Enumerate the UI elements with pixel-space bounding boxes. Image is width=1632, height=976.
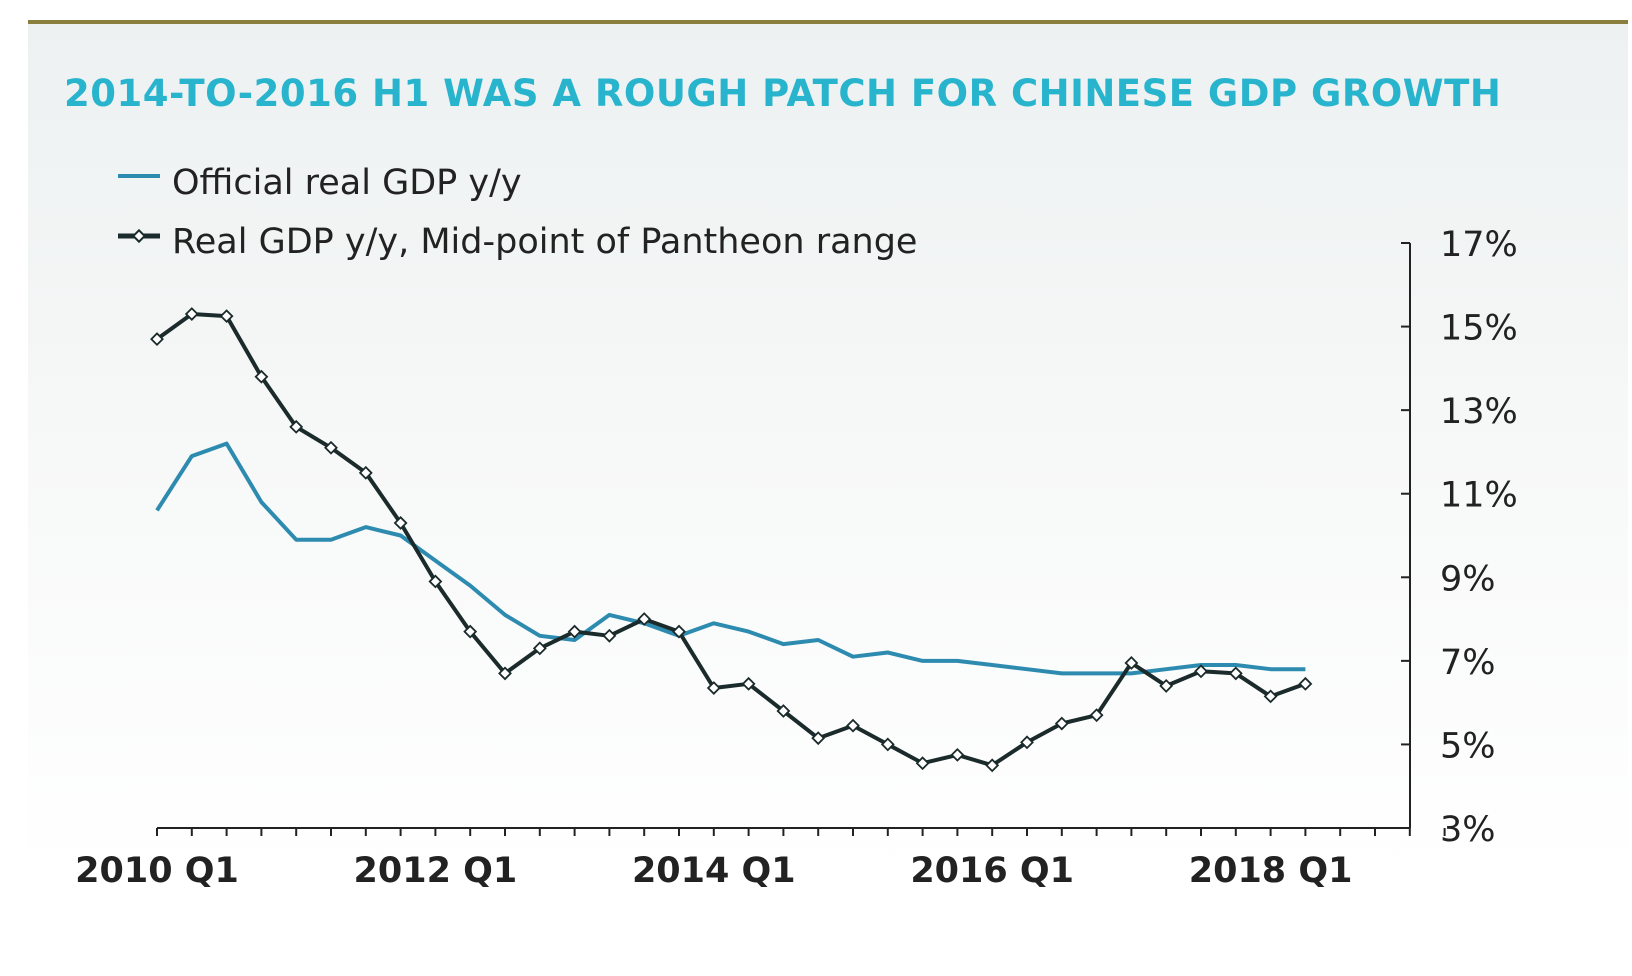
data-point-pantheon <box>254 369 269 384</box>
data-point-pantheon <box>741 676 756 691</box>
data-point-pantheon <box>637 612 652 627</box>
chart-panel <box>28 24 1628 874</box>
legend-label-pantheon: Real GDP y/y, Mid-point of Pantheon rang… <box>172 222 917 262</box>
y-tick-label: 15% <box>1440 309 1518 349</box>
y-tick-label: 5% <box>1440 726 1496 766</box>
data-point-pantheon <box>846 718 860 733</box>
data-point-pantheon <box>1124 656 1139 670</box>
data-point-pantheon <box>985 758 1000 773</box>
data-point-pantheon <box>150 332 164 347</box>
series-line-pantheon <box>155 312 1307 768</box>
chart-title: 2014-TO-2016 H1 WAS A ROUGH PATCH FOR CH… <box>64 72 1502 115</box>
data-point-pantheon <box>289 419 304 434</box>
legend: Official real GDP y/y Real GDP y/y, Mid-… <box>118 163 917 262</box>
y-tick-label: 7% <box>1440 643 1496 683</box>
x-tick-label: 2014 Q1 <box>632 851 796 891</box>
data-point-pantheon <box>915 756 930 771</box>
data-point-pantheon <box>219 309 234 324</box>
y-tick-label: 13% <box>1440 392 1518 432</box>
x-tick-label: 2018 Q1 <box>1189 851 1353 891</box>
x-tick-label: 2016 Q1 <box>910 851 1074 891</box>
data-point-pantheon <box>428 574 443 589</box>
y-tick-label: 11% <box>1440 476 1518 516</box>
data-point-pantheon <box>393 516 408 530</box>
y-tick-label: 3% <box>1440 810 1496 850</box>
data-point-pantheon <box>706 681 721 695</box>
data-point-pantheon <box>672 624 686 639</box>
data-point-pantheon <box>184 307 199 321</box>
x-tick-label: 2010 Q1 <box>75 851 239 891</box>
data-point-pantheon <box>1194 664 1208 679</box>
data-point-pantheon <box>1228 666 1243 681</box>
legend-marker-pantheon <box>131 228 147 244</box>
y-tick-label: 17% <box>1440 225 1518 265</box>
data-point-pantheon <box>358 465 373 480</box>
data-point-pantheon <box>1054 716 1069 731</box>
data-point-pantheon <box>1159 678 1174 693</box>
x-tick-label: 2012 Q1 <box>354 851 518 891</box>
data-point-pantheon <box>1263 689 1278 704</box>
series-line-official <box>155 441 1306 676</box>
legend-label-official: Official real GDP y/y <box>172 163 522 203</box>
data-point-pantheon <box>532 641 547 656</box>
data-point-pantheon <box>602 628 617 643</box>
data-point-pantheon <box>463 624 478 639</box>
series-layer <box>150 307 1313 773</box>
data-point-pantheon <box>776 704 791 718</box>
top-rule <box>28 20 1628 24</box>
axes: 2010 Q1 2012 Q1 2014 Q1 2016 Q1 2018 Q1 17% 15… <box>75 225 1518 891</box>
data-point-pantheon <box>811 731 826 746</box>
data-point-pantheon <box>498 666 512 681</box>
data-point-pantheon <box>567 624 582 639</box>
y-tick-label: 9% <box>1440 559 1496 599</box>
data-point-pantheon <box>1089 708 1104 723</box>
data-point-pantheon <box>1298 676 1313 691</box>
data-point-pantheon <box>880 737 895 752</box>
data-point-pantheon <box>324 440 338 455</box>
data-point-pantheon <box>1020 735 1034 750</box>
data-point-pantheon <box>950 747 965 762</box>
